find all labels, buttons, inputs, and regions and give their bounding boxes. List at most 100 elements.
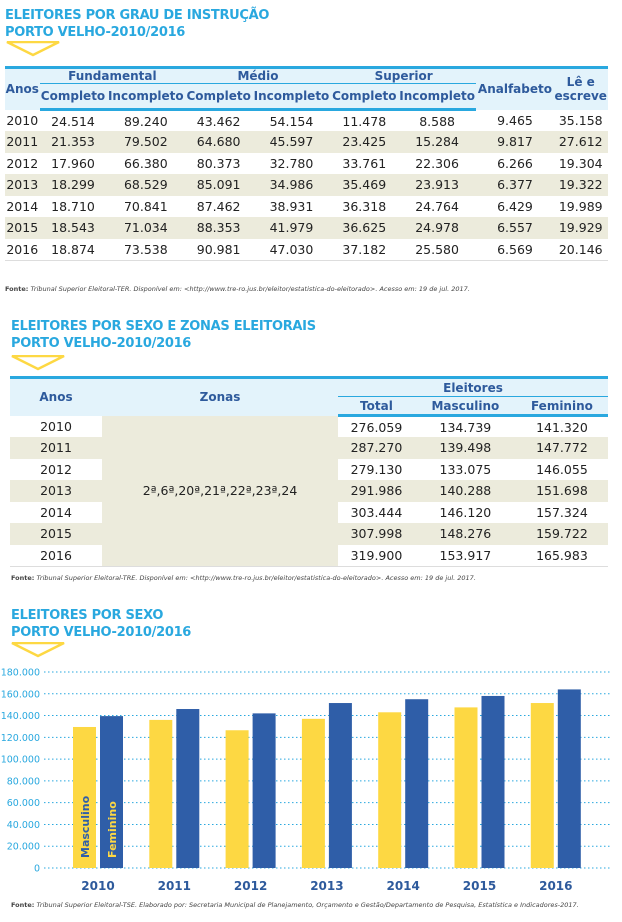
cell-value: 159.722	[515, 523, 608, 545]
x-tick-label: 2010	[81, 879, 114, 893]
cell-value: 6.557	[476, 217, 554, 239]
cell-value: 23.913	[397, 174, 477, 196]
cell-value: 66.380	[123, 155, 168, 171]
col-masculino: Masculino	[414, 396, 516, 417]
sex-zones-table: Anos Zonas Eleitores Total Masculino Fem…	[10, 376, 608, 567]
bar-feminino-2010	[100, 716, 123, 868]
y-tick-label: 140.000	[1, 711, 40, 722]
cell-value: 18.874	[51, 241, 95, 257]
cell-value: 6.377	[476, 174, 554, 196]
table-row: 2010 24.514 89.240 43.462 54.154 11.478 8.588 9…	[5, 110, 608, 132]
col-superior: Superior	[330, 67, 477, 84]
table-row: 2015 18.543 71.034 88.353 41.979 36.625 24.978…	[5, 217, 608, 239]
col-fundamental: Fundamental	[39, 67, 186, 84]
cell-value: 70.841	[123, 198, 168, 214]
bar-masculino-2013	[301, 718, 325, 868]
cell-year: 2011	[10, 437, 102, 459]
cell-value: 165.983	[536, 547, 588, 563]
title-line: PORTO VELHO-2010/2016	[11, 625, 192, 640]
col-incompleto: Incompleto	[106, 83, 186, 111]
bar-chart: 0 20.000 40.000 60.000 80.000 100.000 120.000 1…	[1, 668, 612, 893]
y-tick-label: 180.000	[1, 668, 40, 679]
section3-title: ELEITORES POR SEXO PORTO VELHO-2010/2016	[11, 607, 191, 641]
cell-value: 11.478	[342, 113, 387, 129]
cell-value: 24.978	[397, 217, 477, 239]
triangle-marker-icon	[11, 642, 65, 658]
cell-value: 37.182	[342, 241, 387, 257]
le-line: Lê e	[566, 75, 595, 90]
bar-feminino-2014	[405, 699, 429, 868]
triangle-marker-icon	[6, 41, 60, 57]
cell-value: 35.158	[558, 112, 603, 128]
table-row: 2016 18.874 73.538 90.981 47.030 37.182 25.580…	[5, 239, 608, 261]
title-line: PORTO VELHO-2010/2016	[5, 25, 186, 40]
cell-value: 140.288	[414, 480, 516, 502]
education-table: Anos Fundamental Médio Superior Analfabe…	[5, 66, 608, 261]
cell-value: 146.055	[536, 461, 588, 477]
source-label: Fonte:	[11, 574, 35, 582]
cell-value: 153.917	[439, 547, 492, 563]
cell-year: 2010	[40, 418, 72, 434]
cell-year: 2014	[40, 504, 72, 520]
cell-value: 79.502	[106, 131, 186, 153]
cell-value: 38.931	[269, 198, 314, 214]
table-row: 2011 287.270 139.498 147.772	[10, 437, 608, 459]
cell-value: 35.469	[330, 174, 398, 196]
col-anos: Anos	[5, 67, 40, 110]
cell-value: 32.780	[269, 155, 314, 171]
cell-value: 9.465	[497, 112, 533, 128]
source-text: Tribunal Superior Eleitoral-TSE. Elabora…	[34, 901, 579, 909]
col-completo: Completo	[39, 83, 107, 111]
bar-masculino-2016	[530, 703, 554, 868]
cell-value: 6.569	[497, 241, 533, 257]
table-row: 2012 17.960 66.380 80.373 32.780 33.761 22.306…	[5, 153, 608, 175]
cell-year: 2014	[6, 198, 39, 214]
source-note-1: Fonte: Tribunal Superior Eleitoral-TER. …	[5, 285, 470, 293]
cell-value: 6.266	[497, 155, 533, 171]
table-row: 2016 319.900 153.917 165.983	[10, 545, 608, 567]
cell-year: 2015	[10, 523, 102, 545]
cell-value: 54.154	[269, 113, 314, 129]
source-label: Fonte:	[11, 901, 35, 909]
y-tick-label: 160.000	[1, 689, 40, 700]
cell-value: 89.240	[123, 113, 168, 129]
cell-value: 303.444	[350, 504, 403, 520]
cell-year: 2012	[40, 461, 72, 477]
source-text: Tribunal Superior Eleitoral-TER. Disponí…	[28, 285, 470, 293]
y-tick-label: 0	[34, 864, 40, 875]
section2-title: ELEITORES POR SEXO E ZONAS ELEITORAIS POR…	[11, 318, 316, 352]
cell-value: 151.698	[515, 480, 608, 502]
source-text: Tribunal Superior Eleitoral-TRE. Disponí…	[34, 574, 476, 582]
bar-feminino-2016	[557, 689, 581, 868]
bar-feminino-2011	[176, 709, 200, 868]
bar-feminino-2013	[328, 703, 352, 868]
cell-value: 134.739	[439, 419, 492, 435]
section1-title: ELEITORES POR GRAU DE INSTRUÇÃO PORTO VEL…	[5, 7, 269, 41]
cell-value: 291.986	[338, 480, 415, 502]
source-note-2: Fonte: Tribunal Superior Eleitoral-TRE. …	[11, 574, 476, 582]
title-line: PORTO VELHO-2010/2016	[11, 336, 192, 351]
cell-value: 147.772	[515, 437, 608, 459]
cell-value: 24.514	[51, 113, 95, 129]
cell-value: 36.625	[330, 217, 398, 239]
cell-value: 141.320	[536, 419, 588, 435]
x-tick-label: 2011	[158, 879, 191, 893]
cell-value: 18.543	[39, 217, 107, 239]
legend-label-masculino: Masculino	[79, 795, 92, 858]
x-tick-label: 2016	[539, 879, 572, 893]
cell-value: 20.146	[558, 241, 603, 257]
col-medio: Médio	[185, 67, 331, 84]
title-line: ELEITORES POR SEXO	[11, 608, 164, 623]
col-completo: Completo	[185, 83, 253, 111]
cell-value: 157.324	[536, 504, 588, 520]
cell-value: 276.059	[350, 419, 403, 435]
col-anos: Anos	[10, 377, 102, 416]
cell-value: 87.462	[196, 198, 241, 214]
table-row: 2014 303.444 146.120 157.324	[10, 502, 608, 524]
cell-value: 148.276	[414, 523, 516, 545]
cell-year: 2011	[5, 131, 40, 153]
cell-value: 45.597	[252, 131, 331, 153]
cell-value: 43.462	[196, 113, 241, 129]
cell-value: 23.425	[330, 131, 398, 153]
table-row: 2013 18.299 68.529 85.091 34.986 35.469 23.913…	[5, 174, 608, 196]
